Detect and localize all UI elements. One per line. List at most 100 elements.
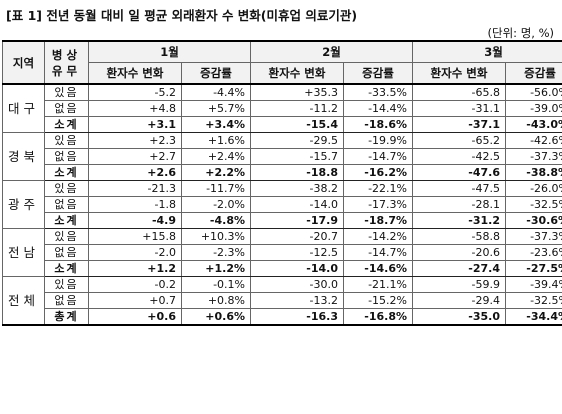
table-body: 대구있음-5.2-4.4%+35.3-33.5%-65.8-56.0%없음+4.…: [2, 83, 562, 326]
change-rate-cell: +10.3%: [181, 228, 251, 245]
change-rate-cell: -0.1%: [181, 276, 251, 293]
change-rate-cell: -14.4%: [343, 100, 413, 117]
outpatient-change-table: 지역 병상 유무 1월 2월 3월 환자수 변화 증감률 환자수 변화 증감률 …: [2, 40, 562, 326]
table-row: 없음+0.7+0.8%-13.2-15.2%-29.4-32.5%: [3, 292, 562, 309]
table-row: 없음-1.8-2.0%-14.0-17.3%-28.1-32.5%: [3, 196, 562, 213]
change-rate-cell: +2.4%: [181, 148, 251, 165]
patient-change-cell: -2.0: [88, 244, 182, 261]
bed-status-cell: 없음: [44, 244, 89, 261]
change-rate-cell: -30.6%: [505, 212, 562, 229]
bed-status-cell: 소계: [44, 260, 89, 277]
header-patient-change: 환자수 변화: [250, 62, 344, 85]
header-month-1: 1월: [88, 40, 251, 63]
patient-change-cell: -0.2: [88, 276, 182, 293]
bed-status-cell: 소계: [44, 164, 89, 181]
table-row: 없음-2.0-2.3%-12.5-14.7%-20.6-23.6%: [3, 244, 562, 261]
bed-status-cell: 없음: [44, 292, 89, 309]
bed-status-cell: 소계: [44, 116, 89, 133]
change-rate-cell: -21.1%: [343, 276, 413, 293]
patient-change-cell: -42.5: [412, 148, 506, 165]
change-rate-cell: -34.4%: [505, 308, 562, 326]
region-cell: 광주: [2, 180, 45, 229]
change-rate-cell: -26.0%: [505, 180, 562, 197]
region-cell: 대구: [2, 83, 45, 133]
header-change-rate: 증감률: [181, 62, 251, 85]
patient-change-cell: -29.5: [250, 132, 344, 149]
header-change-rate: 증감률: [343, 62, 413, 85]
patient-change-cell: -30.0: [250, 276, 344, 293]
region-cell: 전체: [2, 276, 45, 326]
patient-change-cell: +2.7: [88, 148, 182, 165]
table-row: 소계-4.9-4.8%-17.9-18.7%-31.2-30.6%: [3, 212, 562, 229]
change-rate-cell: -14.6%: [343, 260, 413, 277]
patient-change-cell: +1.2: [88, 260, 182, 277]
patient-change-cell: -14.0: [250, 260, 344, 277]
patient-change-cell: -27.4: [412, 260, 506, 277]
change-rate-cell: -18.7%: [343, 212, 413, 229]
change-rate-cell: +5.7%: [181, 100, 251, 117]
bed-status-cell: 없음: [44, 196, 89, 213]
patient-change-cell: -20.7: [250, 228, 344, 245]
table-title: [표 1] 전년 동월 대비 일 평균 외래환자 수 변화(미휴업 의료기관): [6, 8, 358, 23]
change-rate-cell: -2.0%: [181, 196, 251, 213]
change-rate-cell: -11.7%: [181, 180, 251, 197]
header-month-3: 3월: [412, 40, 562, 63]
patient-change-cell: -1.8: [88, 196, 182, 213]
table-row: 없음+2.7+2.4%-15.7-14.7%-42.5-37.3%: [3, 148, 562, 165]
change-rate-cell: -16.8%: [343, 308, 413, 326]
change-rate-cell: +3.4%: [181, 116, 251, 133]
change-rate-cell: -56.0%: [505, 83, 562, 101]
patient-change-cell: -29.4: [412, 292, 506, 309]
patient-change-cell: -13.2: [250, 292, 344, 309]
region-cell: 경북: [2, 132, 45, 181]
patient-change-cell: -65.2: [412, 132, 506, 149]
patient-change-cell: -38.2: [250, 180, 344, 197]
change-rate-cell: +1.2%: [181, 260, 251, 277]
change-rate-cell: -14.7%: [343, 148, 413, 165]
patient-change-cell: -20.6: [412, 244, 506, 261]
change-rate-cell: -2.3%: [181, 244, 251, 261]
change-rate-cell: -4.4%: [181, 83, 251, 101]
patient-change-cell: -11.2: [250, 100, 344, 117]
patient-change-cell: +0.6: [88, 308, 182, 326]
patient-change-cell: -47.6: [412, 164, 506, 181]
change-rate-cell: -17.3%: [343, 196, 413, 213]
change-rate-cell: -42.6%: [505, 132, 562, 149]
change-rate-cell: -32.5%: [505, 292, 562, 309]
change-rate-cell: -43.0%: [505, 116, 562, 133]
bed-status-cell: 있음: [44, 180, 89, 197]
patient-change-cell: -12.5: [250, 244, 344, 261]
bed-status-cell: 소계: [44, 212, 89, 229]
table-row: 소계+1.2+1.2%-14.0-14.6%-27.4-27.5%: [3, 260, 562, 277]
bed-status-cell: 없음: [44, 148, 89, 165]
table-row: 소계+3.1+3.4%-15.4-18.6%-37.1-43.0%: [3, 116, 562, 133]
patient-change-cell: -35.0: [412, 308, 506, 326]
patient-change-cell: -31.1: [412, 100, 506, 117]
table-row: 없음+4.8+5.7%-11.2-14.4%-31.1-39.0%: [3, 100, 562, 117]
patient-change-cell: +2.3: [88, 132, 182, 149]
change-rate-cell: -33.5%: [343, 83, 413, 101]
header-region: 지역: [2, 40, 45, 85]
header-patient-change: 환자수 변화: [88, 62, 182, 85]
header-bed-status-label: 병상 유무: [51, 47, 82, 78]
patient-change-cell: +2.6: [88, 164, 182, 181]
bed-status-cell: 있음: [44, 228, 89, 245]
patient-change-cell: -15.4: [250, 116, 344, 133]
change-rate-cell: -39.4%: [505, 276, 562, 293]
header-bed-status: 병상 유무: [44, 40, 89, 85]
patient-change-cell: +0.7: [88, 292, 182, 309]
header-change-rate: 증감률: [505, 62, 562, 85]
change-rate-cell: -15.2%: [343, 292, 413, 309]
change-rate-cell: +1.6%: [181, 132, 251, 149]
change-rate-cell: +0.8%: [181, 292, 251, 309]
header-patient-change: 환자수 변화: [412, 62, 506, 85]
change-rate-cell: -32.5%: [505, 196, 562, 213]
header-month-2: 2월: [250, 40, 413, 63]
patient-change-cell: -31.2: [412, 212, 506, 229]
change-rate-cell: -14.7%: [343, 244, 413, 261]
